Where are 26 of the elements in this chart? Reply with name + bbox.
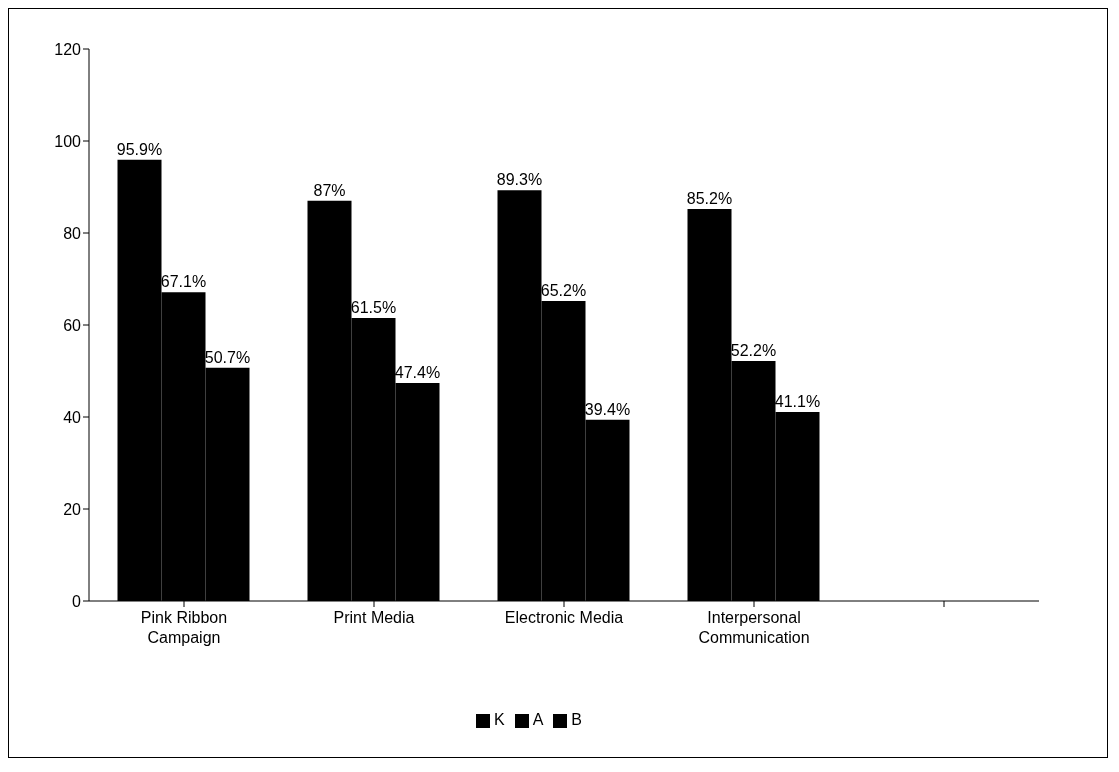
data-label: 89.3% [496, 171, 543, 189]
x-tick-label: Electronic Media [504, 609, 624, 626]
data-label: 67.1% [160, 273, 207, 291]
legend-label: B [571, 711, 582, 728]
y-tick-label: 100 [54, 132, 82, 150]
data-label: 61.5% [350, 299, 397, 317]
data-label: 65.2% [540, 282, 587, 300]
data-label: 50.7% [204, 348, 251, 366]
data-label: 85.2% [686, 190, 733, 208]
y-tick-label: 0 [72, 592, 82, 610]
data-label: 87% [313, 181, 346, 199]
x-tick-label: Print Media [333, 609, 415, 626]
y-tick-label: 60 [63, 316, 82, 334]
data-label: 95.9% [116, 140, 163, 158]
y-tick-label: 20 [63, 500, 82, 518]
x-tick-label: Interpersonal Communication [698, 609, 810, 646]
legend-label: K [493, 711, 505, 728]
legend-label: A [532, 711, 544, 728]
data-label: 39.4% [584, 400, 631, 418]
data-label: 41.1% [774, 392, 821, 410]
data-label: 52.2% [730, 341, 777, 359]
y-tick-label: 80 [63, 224, 82, 242]
x-tick-label: Pink Ribbon Campaign [140, 609, 228, 646]
y-tick-label: 120 [54, 40, 82, 58]
y-tick-label: 40 [63, 408, 82, 426]
data-label: 47.4% [394, 363, 441, 381]
